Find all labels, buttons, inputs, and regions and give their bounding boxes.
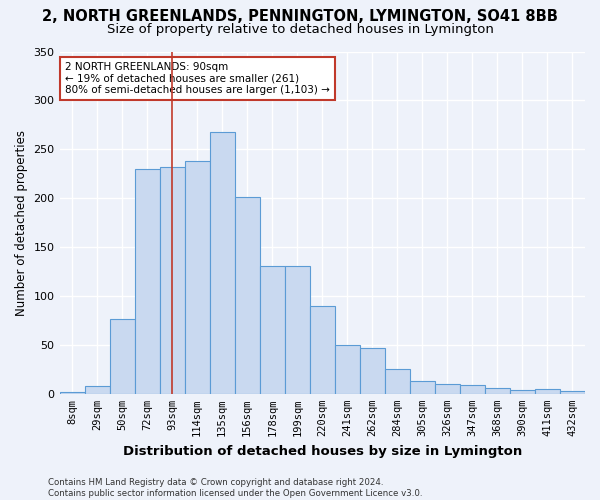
Bar <box>460 385 485 394</box>
Text: Contains HM Land Registry data © Crown copyright and database right 2024.
Contai: Contains HM Land Registry data © Crown c… <box>48 478 422 498</box>
Bar <box>134 169 160 394</box>
Bar <box>209 132 235 394</box>
Bar <box>160 167 185 394</box>
Bar <box>335 345 360 394</box>
Y-axis label: Number of detached properties: Number of detached properties <box>15 130 28 316</box>
Bar <box>185 161 209 394</box>
Bar <box>510 390 535 394</box>
Bar <box>85 386 110 394</box>
Bar <box>410 381 435 394</box>
Bar <box>535 389 560 394</box>
Bar <box>560 391 585 394</box>
Bar <box>360 348 385 394</box>
X-axis label: Distribution of detached houses by size in Lymington: Distribution of detached houses by size … <box>122 444 522 458</box>
Bar <box>285 266 310 394</box>
Bar <box>385 370 410 394</box>
Bar <box>260 266 285 394</box>
Bar <box>310 306 335 394</box>
Bar <box>59 392 85 394</box>
Text: 2 NORTH GREENLANDS: 90sqm
← 19% of detached houses are smaller (261)
80% of semi: 2 NORTH GREENLANDS: 90sqm ← 19% of detac… <box>65 62 329 95</box>
Text: Size of property relative to detached houses in Lymington: Size of property relative to detached ho… <box>107 22 493 36</box>
Text: 2, NORTH GREENLANDS, PENNINGTON, LYMINGTON, SO41 8BB: 2, NORTH GREENLANDS, PENNINGTON, LYMINGT… <box>42 9 558 24</box>
Bar <box>485 388 510 394</box>
Bar <box>110 320 134 394</box>
Bar <box>435 384 460 394</box>
Bar <box>235 197 260 394</box>
